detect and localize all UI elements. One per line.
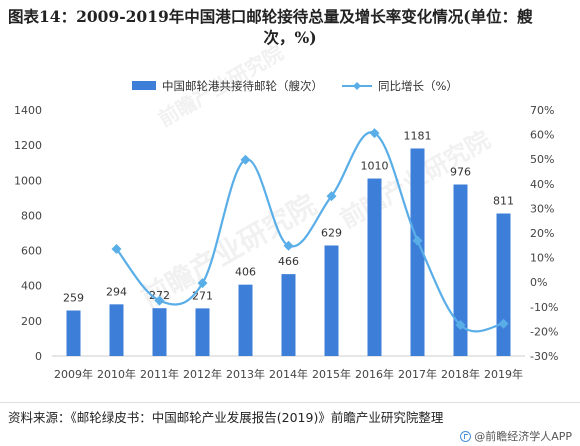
y-left-tick-label: 1400 (14, 104, 42, 117)
bar-value-label: 466 (278, 255, 299, 268)
x-tick-label: 2017年 (398, 367, 437, 381)
x-tick-label: 2018年 (441, 367, 480, 381)
bar (281, 274, 296, 356)
y-right-tick-label: 30% (530, 202, 554, 215)
legend-swatch-bars (132, 81, 156, 90)
y-left-tick-label: 0 (35, 350, 42, 363)
source-note: 资料来源：《邮轮绿皮书：中国邮轮产业发展报告(2019)》前瞻产业研究院整理 (8, 410, 444, 425)
x-tick-label: 2011年 (140, 367, 179, 381)
legend-label-bars: 中国邮轮港共接待邮轮（艘次） (162, 79, 323, 93)
bar-value-label: 271 (192, 289, 213, 302)
growth-point (283, 240, 294, 251)
legend-marker-line (353, 82, 361, 90)
y-right-tick-label: -30% (530, 350, 558, 363)
x-tick-label: 2013年 (226, 367, 265, 381)
y-right-tick-label: 20% (530, 227, 554, 240)
bar-value-label: 811 (493, 194, 514, 207)
bar (324, 245, 339, 356)
bar-value-label: 406 (235, 266, 256, 279)
x-tick-label: 2012年 (183, 367, 222, 381)
y-right-tick-label: 0% (530, 276, 547, 289)
x-tick-label: 2016年 (355, 367, 394, 381)
growth-point (498, 318, 509, 329)
combo-chart: 中国邮轮港共接待邮轮（艘次） 同比增长（%） 0 200 400 600 800 1000 12… (14, 79, 558, 381)
y-left-tick-label: 1000 (14, 174, 42, 187)
growth-point (455, 320, 466, 331)
growth-point (412, 235, 423, 246)
x-tick-label: 2019年 (484, 367, 523, 381)
bar (195, 308, 210, 356)
growth-point (111, 243, 122, 254)
y-left-tick-label: 400 (21, 280, 42, 293)
y-right-tick-label: -20% (530, 325, 558, 338)
y-right-tick-label: 60% (530, 129, 554, 142)
y-right-tick-label: 40% (530, 178, 554, 191)
bar-value-label: 1181 (404, 129, 432, 142)
x-tick-label: 2010年 (97, 367, 136, 381)
chart-title-line2: 次，%) (263, 28, 317, 47)
bar-value-label: 976 (450, 166, 471, 179)
chart-title: 图表14：2009-2019年中国港口邮轮接待总量及增长率变化情况(单位：艘 次… (8, 6, 572, 48)
y-right-tick-label: -10% (530, 301, 558, 314)
bar-value-label: 294 (106, 285, 127, 298)
footer-divider (0, 402, 580, 403)
y-left-tick-label: 600 (21, 245, 42, 258)
bar (238, 284, 253, 356)
x-tick-label: 2009年 (54, 367, 93, 381)
growth-point (369, 128, 380, 139)
bar (453, 184, 468, 356)
y-right-tick-label: 50% (530, 153, 554, 166)
brand-label: @前瞻经济学人APP (460, 428, 572, 444)
bar (410, 148, 425, 356)
bar (496, 213, 511, 356)
y-right-tick-label: 70% (530, 104, 554, 117)
brand-logo-icon (460, 430, 472, 442)
y-right-tick-label: 10% (530, 252, 554, 265)
brand-text: @前瞻经济学人APP (474, 430, 572, 443)
growth-line (115, 131, 504, 333)
legend-label-line: 同比增长（%） (378, 79, 458, 93)
x-tick-label: 2015年 (312, 367, 351, 381)
growth-point (197, 278, 208, 289)
bar-value-label: 259 (63, 291, 84, 304)
x-tick-label: 2014年 (269, 367, 308, 381)
y-left-tick-label: 800 (21, 209, 42, 222)
bar (66, 310, 81, 356)
bar (367, 178, 382, 356)
y-left-tick-label: 1200 (14, 139, 42, 152)
bar-value-label: 629 (321, 226, 342, 239)
growth-point (154, 295, 165, 306)
growth-point (326, 191, 337, 202)
bar (152, 308, 167, 356)
growth-point (240, 154, 251, 165)
bar-value-label: 1010 (361, 160, 389, 173)
bar (109, 304, 124, 356)
chart-title-line1: 图表14：2009-2019年中国港口邮轮接待总量及增长率变化情况(单位：艘 (8, 7, 533, 26)
y-left-tick-label: 200 (21, 315, 42, 328)
